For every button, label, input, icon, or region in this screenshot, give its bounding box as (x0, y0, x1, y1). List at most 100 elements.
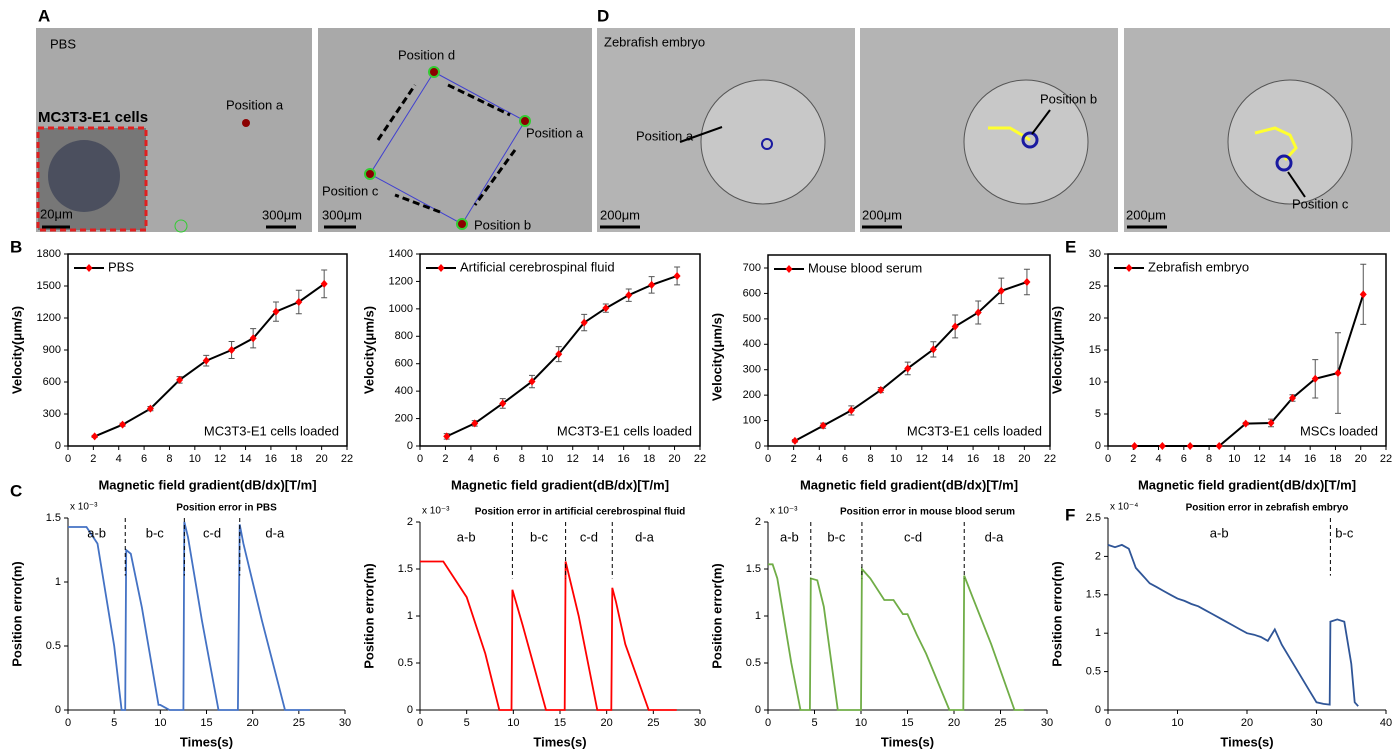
y-tick-label: 1000 (389, 303, 413, 315)
legend-marker (1125, 264, 1133, 272)
x-tick-label: 20 (316, 453, 328, 465)
legend-marker (437, 264, 445, 272)
x-tick-label: 10 (154, 717, 166, 729)
segment-label: a-b (780, 529, 799, 544)
chart: 0 300 600 900 1200 1500 1800 0 2 4 6 8 10 12 14 16 18 20 2… (9, 248, 353, 493)
scale-label: x 10⁻³ (70, 502, 98, 513)
segment-label: b-c (146, 525, 165, 540)
x-axis-label: Times(s) (881, 734, 934, 749)
marker (997, 286, 1005, 295)
marker (819, 421, 827, 430)
x-tick-label: 5 (464, 717, 470, 729)
y-tick-label: 0 (1095, 704, 1101, 716)
y-tick-label: 0 (1095, 440, 1101, 452)
chart-title: Position error in PBS (176, 503, 277, 514)
data-line (768, 563, 1024, 711)
data-line (94, 283, 325, 438)
marker (951, 322, 959, 331)
y-tick-label: 1500 (37, 280, 61, 292)
x-tick-label: 12 (567, 453, 579, 465)
x-axis-label: Magnetic field gradient(dB/dx)[T/m] (451, 477, 669, 492)
y-tick-label: 1400 (389, 248, 413, 260)
x-tick-label: 16 (1304, 453, 1316, 465)
x-tick-label: 20 (1241, 717, 1253, 729)
x-tick-label: 10 (890, 453, 902, 465)
x-tick-label: 16 (967, 453, 979, 465)
y-tick-label: 1.5 (398, 563, 413, 575)
image-label: Position b (1040, 91, 1097, 106)
data-line (1107, 543, 1359, 707)
marker (673, 271, 681, 280)
x-tick-label: 0 (417, 453, 423, 465)
y-tick-label: 600 (743, 287, 761, 299)
image-label: 200μm (600, 207, 640, 222)
segment-label: a-b (87, 525, 106, 540)
y-tick-label: 0.5 (46, 640, 61, 652)
chart: 0 0.5 1 1.5 2 2.5 0 10 20 30 40 Times(s) Position er… (1049, 502, 1392, 750)
marker (1334, 369, 1342, 378)
y-tick-label: 0 (407, 704, 413, 716)
y-tick-label: 1 (1095, 627, 1101, 639)
y-axis-label: Velocity(μm/s) (709, 313, 724, 401)
x-tick-label: 5 (111, 717, 117, 729)
y-tick-label: 1800 (37, 248, 61, 260)
legend-label: Zebrafish embryo (1148, 259, 1249, 274)
x-tick-label: 16 (265, 453, 277, 465)
marker (791, 436, 799, 445)
marker (847, 406, 855, 415)
x-tick-label: 18 (290, 453, 302, 465)
segment-label: d-a (635, 529, 655, 544)
x-tick-label: 20 (948, 717, 960, 729)
x-tick-label: 8 (867, 453, 873, 465)
x-axis-label: Magnetic field gradient(dB/dx)[T/m] (98, 477, 316, 492)
x-tick-label: 14 (941, 453, 953, 465)
legend-label: PBS (108, 259, 134, 274)
image-label: Position a (226, 97, 284, 112)
y-tick-label: 30 (1089, 248, 1101, 260)
x-tick-label: 12 (916, 453, 928, 465)
panel-letter: E (1065, 237, 1076, 256)
data-line (420, 560, 677, 711)
x-axis-label: Times(s) (1220, 734, 1273, 749)
image-label: Position a (636, 128, 694, 143)
x-tick-label: 0 (65, 453, 71, 465)
x-tick-label: 6 (1181, 453, 1187, 465)
segment-label: b-c (1335, 525, 1354, 540)
positions (364, 66, 531, 230)
marker (580, 318, 588, 327)
y-tick-label: 0 (407, 440, 413, 452)
panel-letter: A (38, 6, 50, 25)
marker (877, 386, 885, 395)
marker (1131, 442, 1139, 450)
x-tick-label: 20 (1355, 453, 1367, 465)
y-tick-label: 400 (743, 338, 761, 350)
marker (146, 404, 154, 413)
x-tick-label: 10 (507, 717, 519, 729)
panel-letter: B (10, 237, 22, 256)
y-tick-label: 15 (1089, 344, 1101, 356)
x-tick-label: 0 (765, 453, 771, 465)
segment-label: a-b (457, 529, 476, 544)
scale-label: x 10⁻³ (770, 506, 798, 517)
image (318, 28, 592, 232)
marker (1311, 374, 1319, 383)
y-tick-label: 2 (755, 516, 761, 528)
y-tick-label: 0 (55, 440, 61, 452)
y-tick-label: 0.5 (1086, 666, 1101, 678)
segment-label: d-a (985, 529, 1005, 544)
x-tick-label: 20 (247, 717, 259, 729)
y-axis-label: Position error(m) (709, 563, 724, 668)
x-tick-label: 30 (339, 717, 351, 729)
target (1275, 154, 1293, 172)
marker (602, 304, 610, 313)
y-axis-label: Velocity(μm/s) (1049, 306, 1064, 394)
x-tick-label: 40 (1380, 717, 1392, 729)
y-tick-label: 500 (743, 313, 761, 325)
x-tick-label: 15 (200, 717, 212, 729)
legend-label: Mouse blood serum (808, 260, 922, 275)
marker (648, 280, 656, 289)
x-tick-label: 10 (855, 717, 867, 729)
marker (528, 377, 536, 386)
y-tick-label: 2 (1095, 550, 1101, 562)
image-label: 200μm (862, 207, 902, 222)
